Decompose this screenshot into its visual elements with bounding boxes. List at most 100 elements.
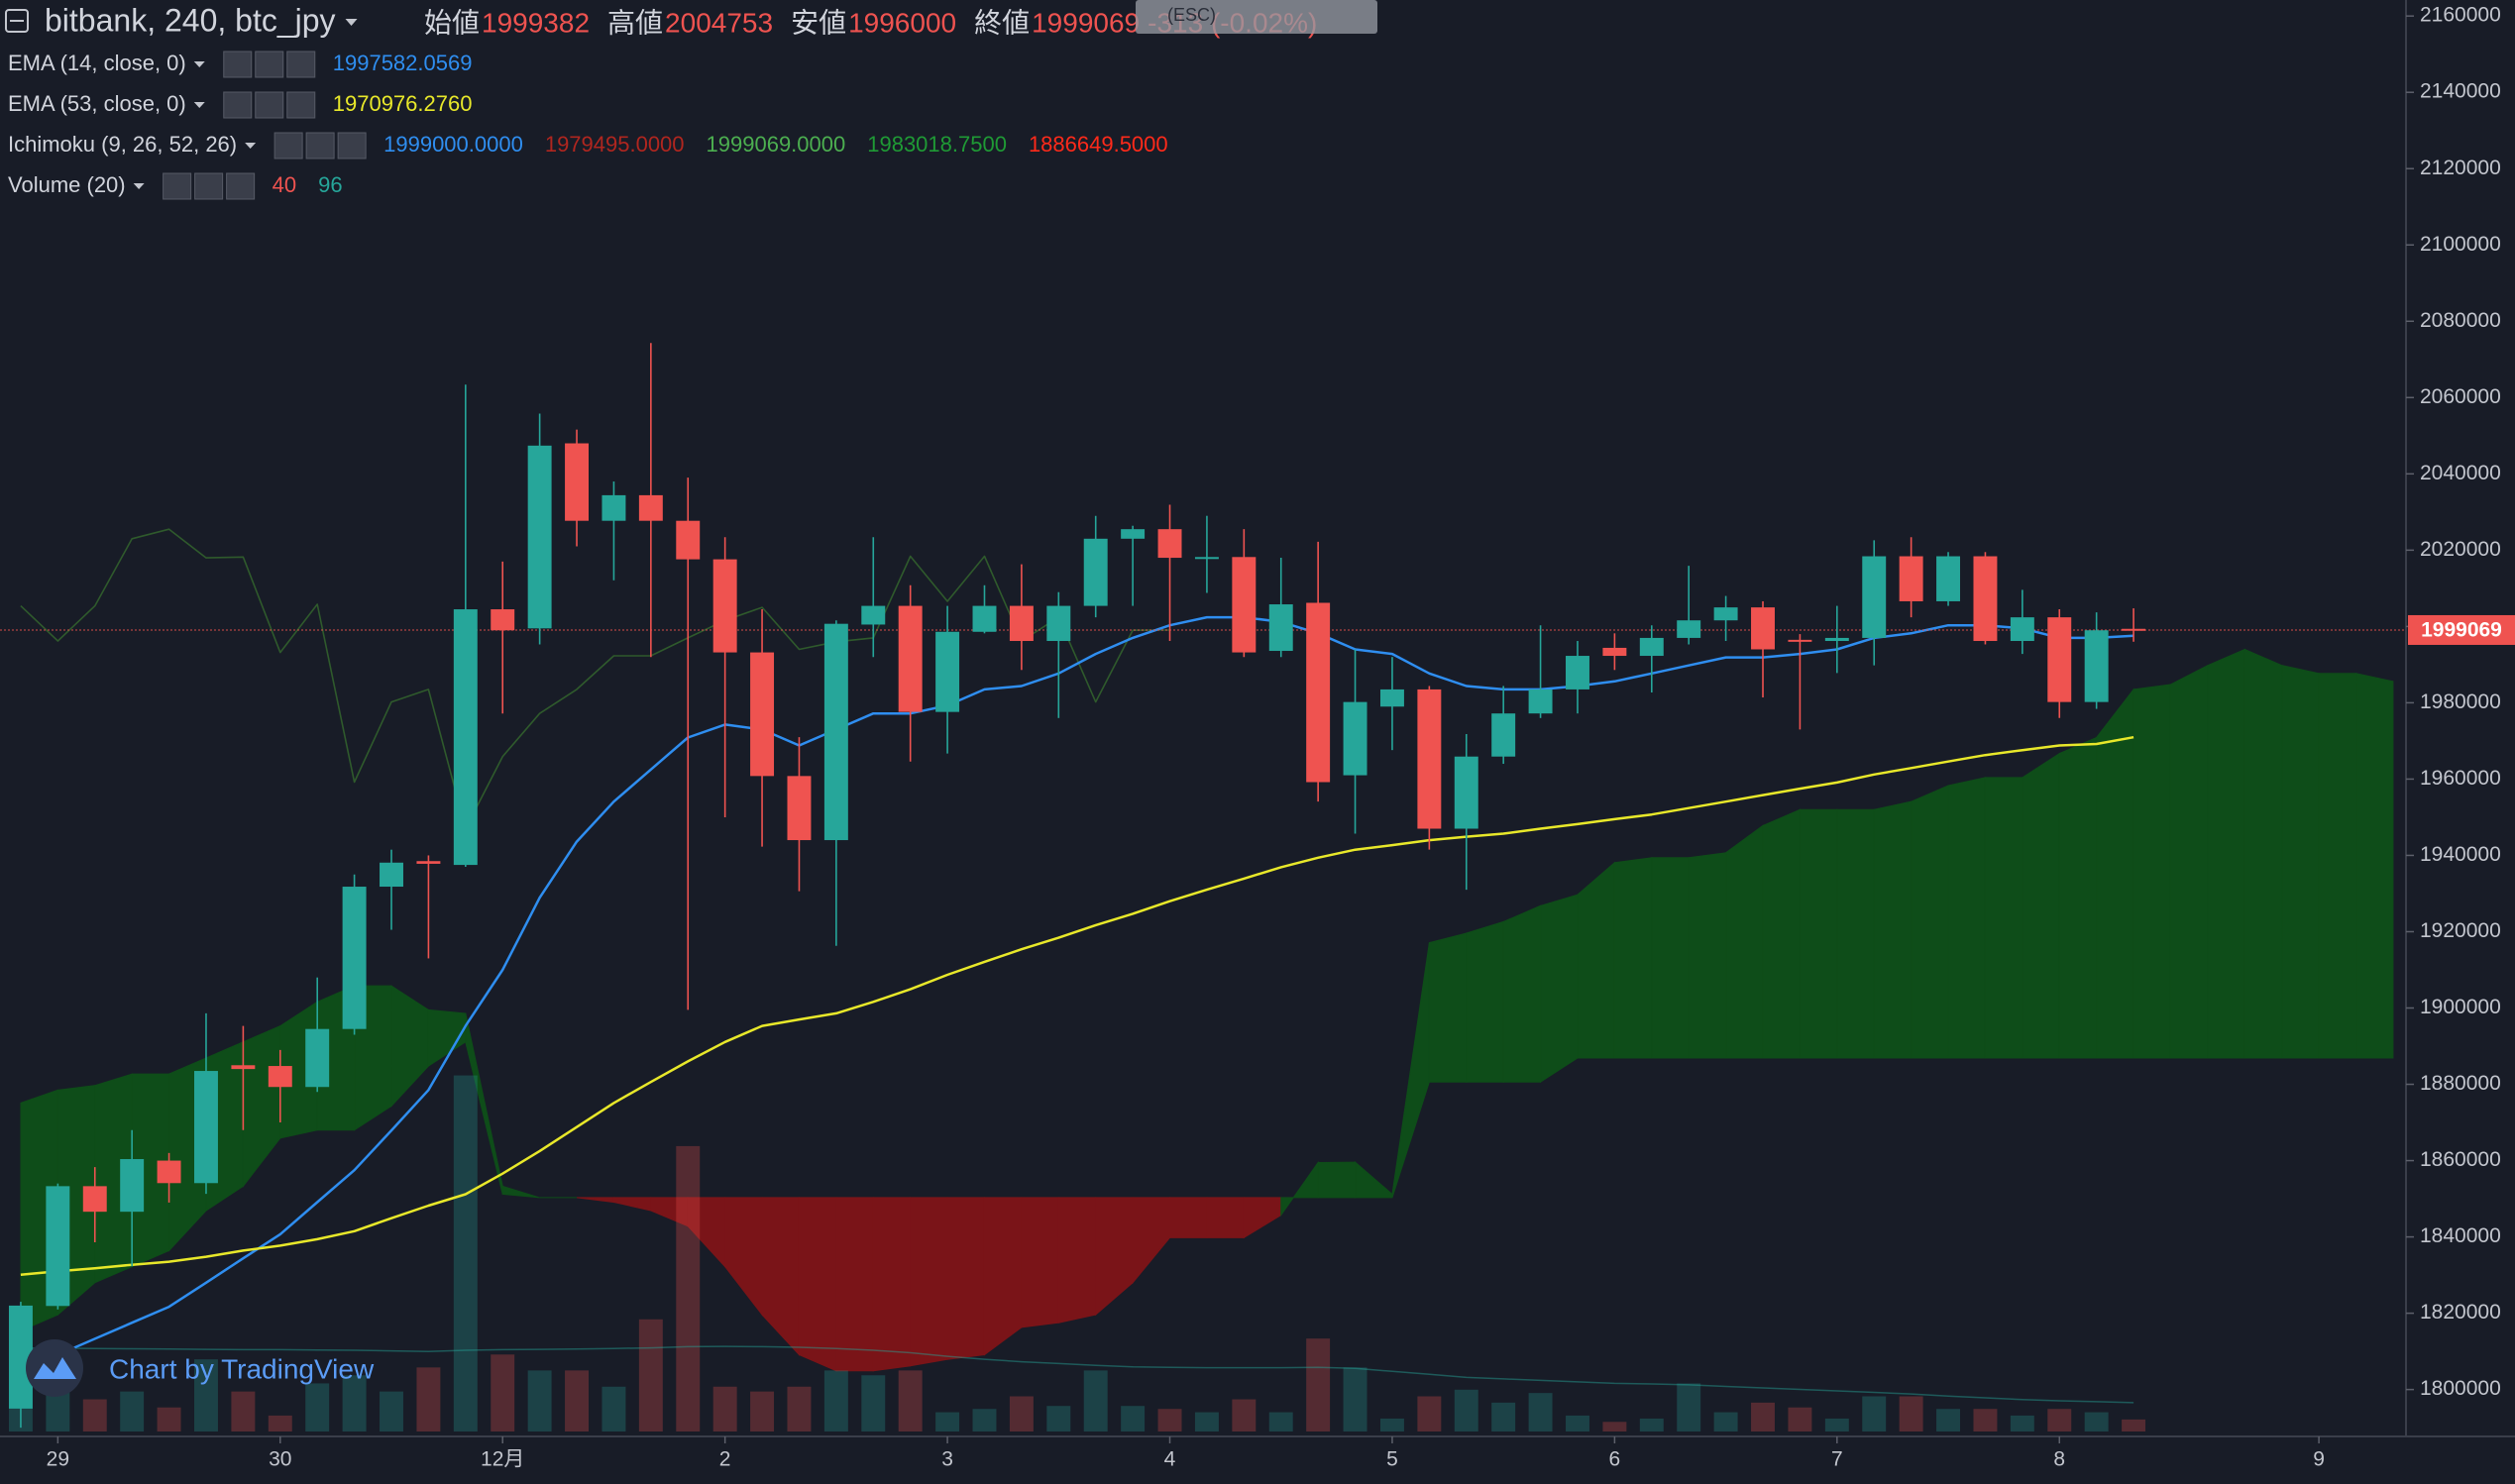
legend-dropdown[interactable] (133, 183, 145, 189)
legend-dropdown[interactable] (193, 61, 205, 67)
x-tick-label: 29 (47, 1448, 69, 1471)
volume-bar (1751, 1402, 1775, 1431)
y-tick-label: 2080000 (2420, 309, 2501, 332)
candle-body (1528, 689, 1553, 714)
volume-bar (1454, 1389, 1478, 1431)
y-tick-label: 1860000 (2420, 1148, 2501, 1171)
candle-body (1083, 538, 1108, 606)
legend-button[interactable] (223, 51, 253, 78)
legend-value: 1997582.0569 (333, 51, 473, 75)
volume-bar (380, 1391, 403, 1431)
cloud-segment (1799, 808, 1838, 1059)
volume-bar (1009, 1396, 1034, 1431)
watermark-text: Chart by TradingView (109, 1353, 375, 1384)
x-tick-label: 12月 (481, 1448, 524, 1471)
candle-body (638, 494, 663, 521)
candle-body (1232, 557, 1257, 653)
cloud-segment (1206, 1197, 1245, 1238)
legend-button[interactable] (255, 91, 284, 119)
esc-tooltip-text: (ESC) (1167, 5, 1216, 25)
cloud-segment (1428, 932, 1468, 1083)
legend-dropdown[interactable] (193, 102, 205, 108)
volume-ma-line (20, 1345, 2134, 1404)
legend-value: 96 (318, 172, 342, 197)
cloud-segment (1688, 852, 1727, 1059)
volume-bar (82, 1399, 107, 1431)
volume-bar (231, 1391, 256, 1431)
menu-icon[interactable] (5, 9, 29, 33)
legend-name: Volume (20) (8, 172, 126, 197)
legend-value: 1886649.5000 (1029, 132, 1168, 157)
candle-body (1713, 607, 1738, 621)
cloud-segment (1021, 1197, 1059, 1328)
candle-body (1936, 556, 1961, 601)
legend-button[interactable] (273, 132, 303, 159)
legend-button[interactable] (223, 91, 253, 119)
volume-bar (712, 1386, 737, 1431)
volume-bar (416, 1367, 441, 1431)
cloud-segment (1651, 857, 1690, 1059)
cloud-segment (910, 1197, 948, 1367)
volume-bar (935, 1412, 960, 1431)
ohlc-label: 安値 (791, 7, 846, 38)
cloud-segment (1984, 777, 2023, 1059)
candle-body (898, 605, 923, 712)
candle-body (453, 609, 478, 866)
candle-body (712, 559, 737, 653)
volume-bar (1491, 1402, 1516, 1431)
cloud-segment (2207, 648, 2245, 1059)
volume-bar (1083, 1370, 1108, 1431)
legend-button[interactable] (286, 51, 316, 78)
legend-button[interactable] (305, 132, 335, 159)
cloud-segment (835, 1197, 874, 1372)
plot-area (0, 343, 2406, 1431)
cloud-segment (2169, 664, 2209, 1059)
candle-body (8, 1305, 33, 1409)
legend-button[interactable] (226, 172, 256, 200)
legend: EMA (14, close, 0) 1997582.0569 EMA (53, c… (8, 51, 1168, 200)
candle-body (2122, 628, 2146, 631)
chart-title: bitbank, 240, btc_jpy (45, 2, 336, 38)
ohlc-value: 2004753 (665, 7, 773, 38)
lagging-span (20, 528, 1170, 830)
cloud-segment (1466, 920, 1504, 1083)
ema-line (20, 735, 2134, 1276)
legend-value: 1979495.0000 (545, 132, 685, 157)
candle-body (1677, 620, 1701, 638)
candle-body (1343, 701, 1367, 776)
legend-button[interactable] (337, 132, 367, 159)
ohlc-value: 1996000 (848, 7, 956, 38)
legend-button[interactable] (194, 172, 224, 200)
cloud-segment (1613, 857, 1653, 1059)
y-tick-label: 2140000 (2420, 80, 2501, 103)
legend-dropdown[interactable] (245, 143, 257, 149)
y-tick-label: 1820000 (2420, 1301, 2501, 1324)
legend-button[interactable] (255, 51, 284, 78)
x-tick-label: 8 (2053, 1448, 2065, 1471)
title-dropdown[interactable] (345, 19, 358, 26)
candle-body (1824, 637, 1849, 642)
volume-bar (565, 1370, 590, 1431)
legend-name: Ichimoku (9, 26, 52, 26) (8, 132, 237, 157)
volume-bar (601, 1386, 626, 1431)
cloud-segment (1502, 904, 1542, 1083)
volume-bar (1379, 1418, 1404, 1431)
volume-bar (1343, 1367, 1367, 1431)
candle-body (861, 605, 886, 625)
x-tick-label: 7 (1831, 1448, 1843, 1471)
legend-button[interactable] (286, 91, 316, 119)
cloud-segment (1762, 808, 1801, 1059)
volume-bar (1528, 1393, 1553, 1431)
legend-button[interactable] (163, 172, 192, 200)
volume-bar (1566, 1415, 1589, 1431)
volume-bar (342, 1375, 367, 1431)
y-tick-label: 1980000 (2420, 690, 2501, 713)
y-tick-label: 1840000 (2420, 1224, 2501, 1247)
candle-body (972, 605, 997, 632)
cloud-segment (2355, 673, 2394, 1059)
volume-bar (1194, 1412, 1219, 1431)
candle-body (1491, 713, 1516, 757)
cloud-segment (1947, 777, 1986, 1059)
x-tick-label: 6 (1609, 1448, 1621, 1471)
cloud-segment (1057, 1197, 1097, 1324)
